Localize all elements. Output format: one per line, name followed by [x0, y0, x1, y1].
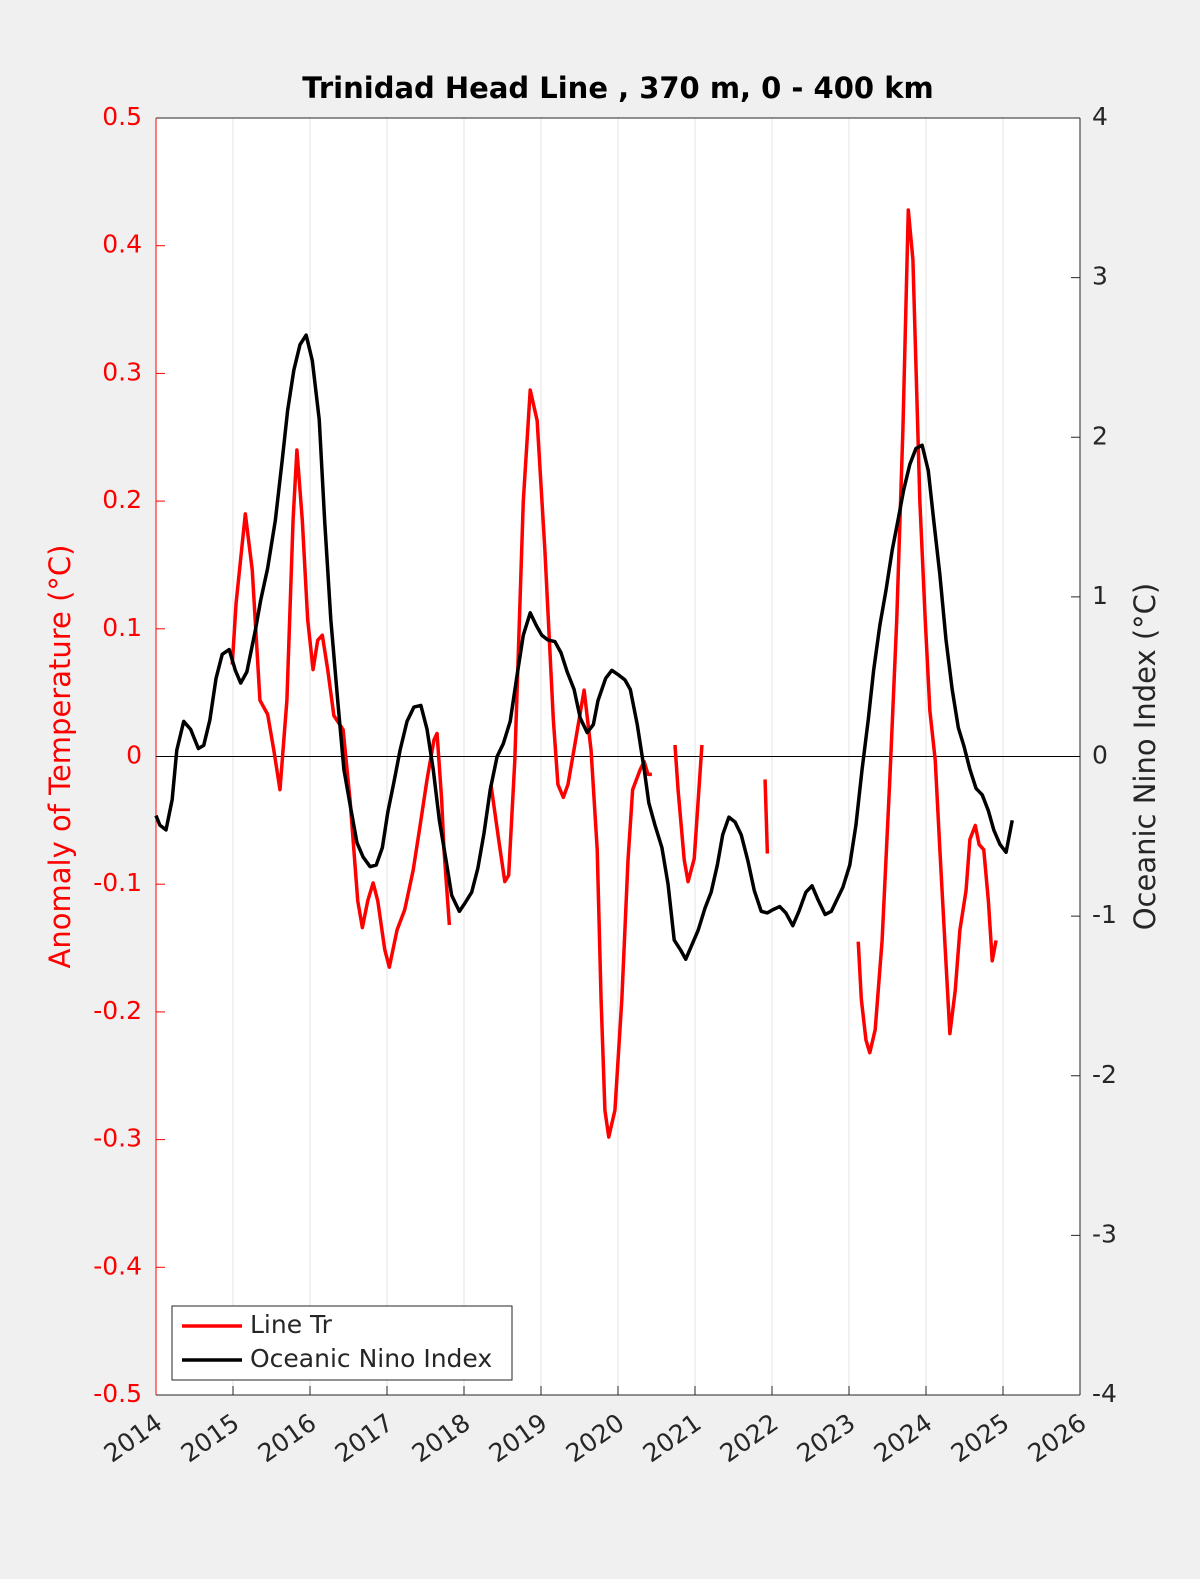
y2-tick-label: 1 — [1092, 581, 1108, 610]
legend-box — [171, 1305, 513, 1381]
legend-label: Oceanic Nino Index — [250, 1344, 492, 1373]
x-tick-label: 2018 — [407, 1408, 476, 1468]
y-tick-label: -0.5 — [93, 1379, 142, 1408]
y-tick-label: -0.1 — [93, 868, 142, 897]
x-tick-label: 2024 — [869, 1408, 938, 1468]
y2-tick-label: -1 — [1092, 900, 1117, 929]
y2-tick-label: 2 — [1092, 421, 1108, 450]
y-tick-label: 0.2 — [102, 485, 142, 514]
y2-axis-label: Oceanic Nino Index (°C) — [1128, 583, 1162, 931]
y-tick-label: -0.3 — [93, 1124, 142, 1153]
y2-tick-label: -3 — [1092, 1219, 1117, 1248]
y2-tick-label: -2 — [1092, 1060, 1117, 1089]
x-tick-label: 2014 — [99, 1408, 168, 1468]
x-tick-label: 2023 — [792, 1408, 861, 1468]
y2-tick-label: -4 — [1092, 1379, 1117, 1408]
x-tick-label: 2019 — [484, 1408, 553, 1468]
y2-tick-label: 3 — [1092, 262, 1108, 291]
legend-label: Line Tr — [250, 1310, 333, 1339]
x-tick-label: 2022 — [715, 1408, 784, 1468]
y-tick-label: 0.4 — [102, 230, 142, 259]
y-tick-label: 0.5 — [102, 102, 142, 131]
y-tick-label: -0.2 — [93, 996, 142, 1025]
y-tick-label: 0.1 — [102, 613, 142, 642]
x-tick-label: 2015 — [176, 1408, 245, 1468]
y-tick-label: -0.4 — [93, 1251, 142, 1280]
y-tick-label: 0.3 — [102, 357, 142, 386]
y-axis-label: Anomaly of Temperature (°C) — [43, 545, 77, 969]
x-tick-label: 2020 — [561, 1408, 630, 1468]
y-tick-label: 0 — [126, 741, 142, 770]
chart-title: Trinidad Head Line , 370 m, 0 - 400 km — [302, 71, 933, 105]
data-line — [154, 333, 1014, 961]
y2-tick-label: 4 — [1092, 102, 1108, 131]
legend: Line Tr Oceanic Nino Index — [171, 1305, 513, 1381]
x-tick-label: 2021 — [638, 1408, 707, 1468]
x-tick-label: 2026 — [1023, 1408, 1092, 1468]
x-tick-label: 2025 — [946, 1408, 1015, 1468]
y2-tick-label: 0 — [1092, 741, 1108, 770]
x-tick-label: 2017 — [330, 1408, 399, 1468]
x-tick-label: 2016 — [253, 1408, 322, 1468]
